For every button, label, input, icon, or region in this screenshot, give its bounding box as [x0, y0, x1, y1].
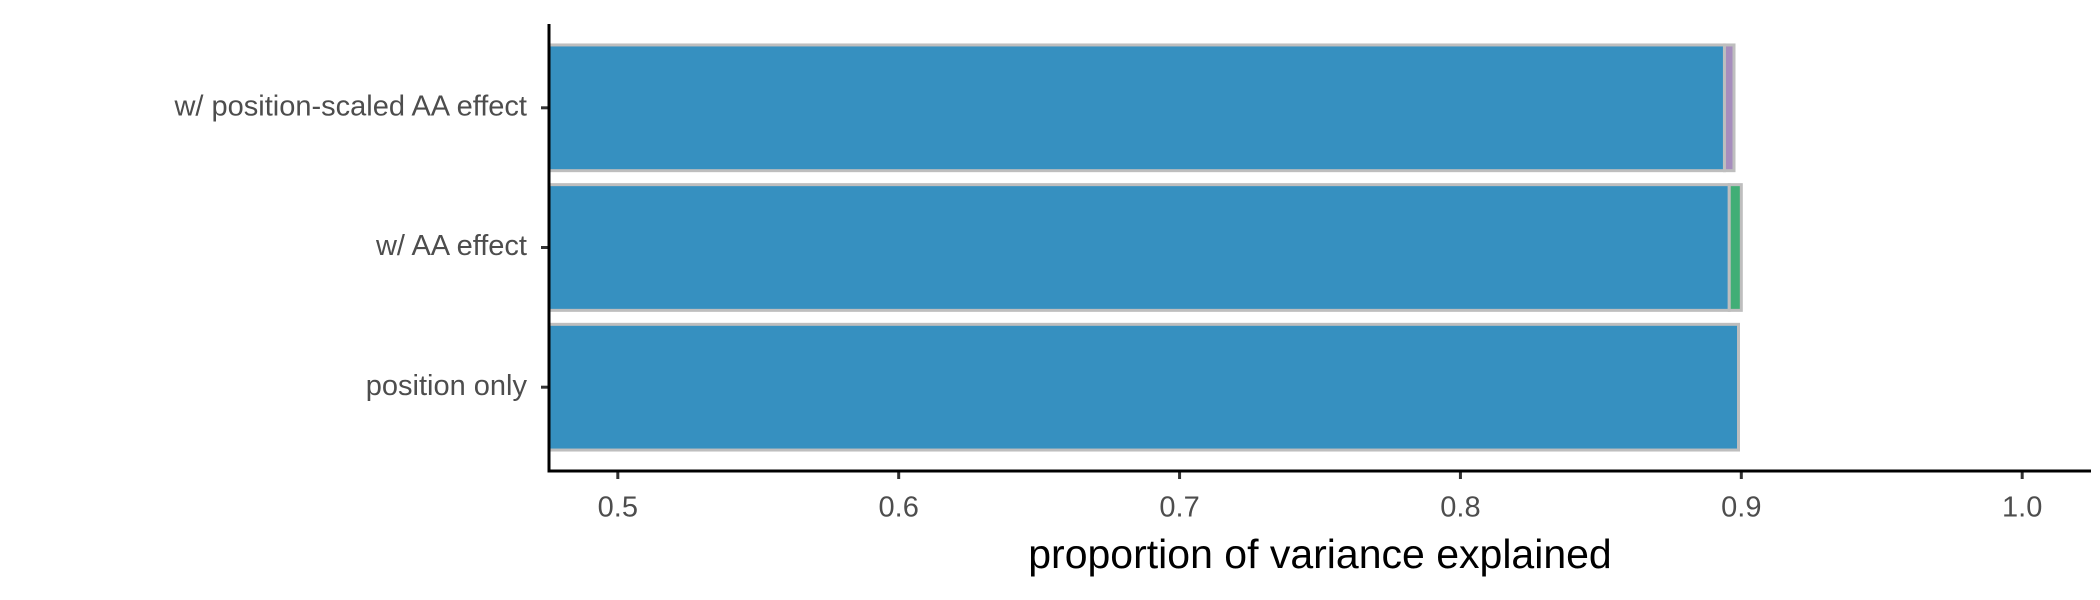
x-axis-title: proportion of variance explained	[1028, 531, 1612, 577]
bar-segment	[549, 183, 1731, 312]
x-tick-label: 0.6	[879, 492, 919, 524]
y-tick-label: w/ AA effect	[375, 230, 527, 262]
x-tick-label: 0.8	[1440, 492, 1480, 524]
x-tick-label: 0.7	[1159, 492, 1199, 524]
y-tick-label: position only	[366, 370, 528, 402]
bar-segment	[549, 322, 1741, 452]
y-tick-label: w/ position-scaled AA effect	[173, 90, 527, 122]
bar-segment	[1722, 43, 1736, 173]
x-tick-label: 0.9	[1721, 492, 1761, 524]
bar-segment	[1727, 183, 1743, 312]
x-tick-label: 0.5	[598, 492, 638, 524]
plot-area	[549, 43, 1743, 452]
x-tick-label: 1.0	[2002, 492, 2042, 524]
